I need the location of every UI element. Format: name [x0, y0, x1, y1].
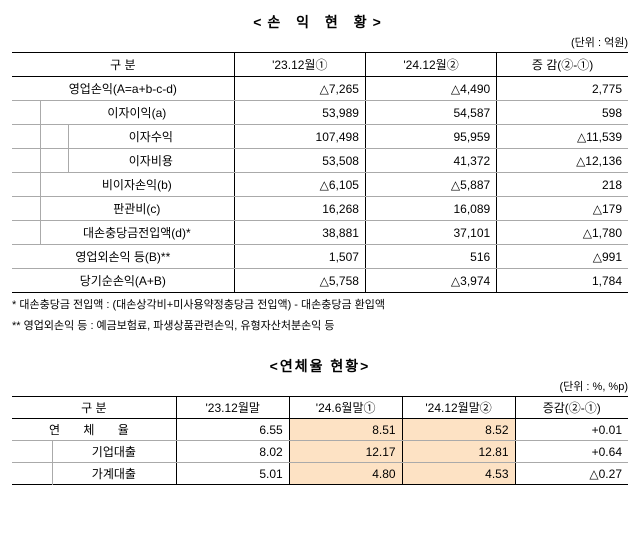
cell-value: △11,539: [497, 125, 628, 149]
table1-unit: (단위 : 억원): [12, 34, 628, 50]
cell-value: 16,268: [234, 197, 365, 221]
cell-value: △0.27: [515, 463, 628, 485]
cell-value: 107,498: [234, 125, 365, 149]
cell-value: △991: [497, 245, 628, 269]
cell-value: 1,507: [234, 245, 365, 269]
table2-header: '24.12월말②: [402, 397, 515, 419]
cell-value: △5,887: [365, 173, 496, 197]
cell-value: 53,508: [234, 149, 365, 173]
cell-value: +0.64: [515, 441, 628, 463]
row-label: 당기순손익(A+B): [12, 269, 234, 293]
row-label: 이자수익: [12, 125, 234, 149]
table-row: 연 체 율6.558.518.52+0.01: [12, 419, 628, 441]
table2-title: <연체율 현황>: [12, 356, 628, 376]
row-label: 연 체 율: [12, 419, 176, 441]
cell-value: 8.51: [289, 419, 402, 441]
footnote: ** 영업외손익 등 : 예금보험료, 파생상품관련손익, 유형자산처분손익 등: [12, 318, 628, 335]
cell-value: △1,780: [497, 221, 628, 245]
table-row: 비이자손익(b)△6,105△5,887218: [12, 173, 628, 197]
delinquency-table: 구 분'23.12월말'24.6월말①'24.12월말②증감(②-①) 연 체 …: [12, 396, 628, 485]
table-row: 영업손익(A=a+b-c-d)△7,265△4,4902,775: [12, 77, 628, 101]
cell-value: △6,105: [234, 173, 365, 197]
table-row: 가계대출5.014.804.53△0.27: [12, 463, 628, 485]
cell-value: 2,775: [497, 77, 628, 101]
table1-header: '24.12월②: [365, 53, 496, 77]
cell-value: △179: [497, 197, 628, 221]
footnote: * 대손충당금 전입액 : (대손상각비+미사용약정충당금 전입액) - 대손충…: [12, 297, 628, 314]
table-row: 이자수익107,49895,959△11,539: [12, 125, 628, 149]
table2-unit: (단위 : %, %p): [12, 378, 628, 394]
table-row: 당기순손익(A+B)△5,758△3,9741,784: [12, 269, 628, 293]
table2-header: '24.6월말①: [289, 397, 402, 419]
cell-value: 218: [497, 173, 628, 197]
table1-header: 구 분: [12, 53, 234, 77]
table-row: 기업대출8.0212.1712.81+0.64: [12, 441, 628, 463]
cell-value: △12,136: [497, 149, 628, 173]
cell-value: 4.80: [289, 463, 402, 485]
cell-value: 53,989: [234, 101, 365, 125]
table1-footnotes: * 대손충당금 전입액 : (대손상각비+미사용약정충당금 전입액) - 대손충…: [12, 297, 628, 334]
table-row: 대손충당금전입액(d)*38,88137,101△1,780: [12, 221, 628, 245]
row-label: 기업대출: [12, 441, 176, 463]
row-label: 대손충당금전입액(d)*: [12, 221, 234, 245]
table-row: 이자이익(a)53,98954,587598: [12, 101, 628, 125]
row-label: 이자이익(a): [12, 101, 234, 125]
cell-value: 8.52: [402, 419, 515, 441]
cell-value: 95,959: [365, 125, 496, 149]
cell-value: △3,974: [365, 269, 496, 293]
table-row: 이자비용53,50841,372△12,136: [12, 149, 628, 173]
table2-header: 구 분: [12, 397, 176, 419]
cell-value: 598: [497, 101, 628, 125]
row-label: 영업외손익 등(B)**: [12, 245, 234, 269]
cell-value: 1,784: [497, 269, 628, 293]
profit-loss-table: 구 분'23.12월①'24.12월②증 감(②-①) 영업손익(A=a+b-c…: [12, 52, 628, 293]
cell-value: +0.01: [515, 419, 628, 441]
table1-header: 증 감(②-①): [497, 53, 628, 77]
table-row: 판관비(c)16,26816,089△179: [12, 197, 628, 221]
cell-value: 37,101: [365, 221, 496, 245]
cell-value: 54,587: [365, 101, 496, 125]
cell-value: 38,881: [234, 221, 365, 245]
table2-header: '23.12월말: [176, 397, 289, 419]
cell-value: △7,265: [234, 77, 365, 101]
cell-value: 4.53: [402, 463, 515, 485]
cell-value: 12.81: [402, 441, 515, 463]
cell-value: 6.55: [176, 419, 289, 441]
cell-value: △5,758: [234, 269, 365, 293]
table2-header: 증감(②-①): [515, 397, 628, 419]
table-row: 영업외손익 등(B)**1,507516△991: [12, 245, 628, 269]
row-label: 판관비(c): [12, 197, 234, 221]
cell-value: △4,490: [365, 77, 496, 101]
table1-header: '23.12월①: [234, 53, 365, 77]
cell-value: 5.01: [176, 463, 289, 485]
cell-value: 12.17: [289, 441, 402, 463]
cell-value: 516: [365, 245, 496, 269]
row-label: 가계대출: [12, 463, 176, 485]
row-label: 비이자손익(b): [12, 173, 234, 197]
cell-value: 41,372: [365, 149, 496, 173]
row-label: 이자비용: [12, 149, 234, 173]
cell-value: 8.02: [176, 441, 289, 463]
row-label: 영업손익(A=a+b-c-d): [12, 77, 234, 101]
cell-value: 16,089: [365, 197, 496, 221]
table1-title: <손 익 현 황>: [12, 12, 628, 32]
